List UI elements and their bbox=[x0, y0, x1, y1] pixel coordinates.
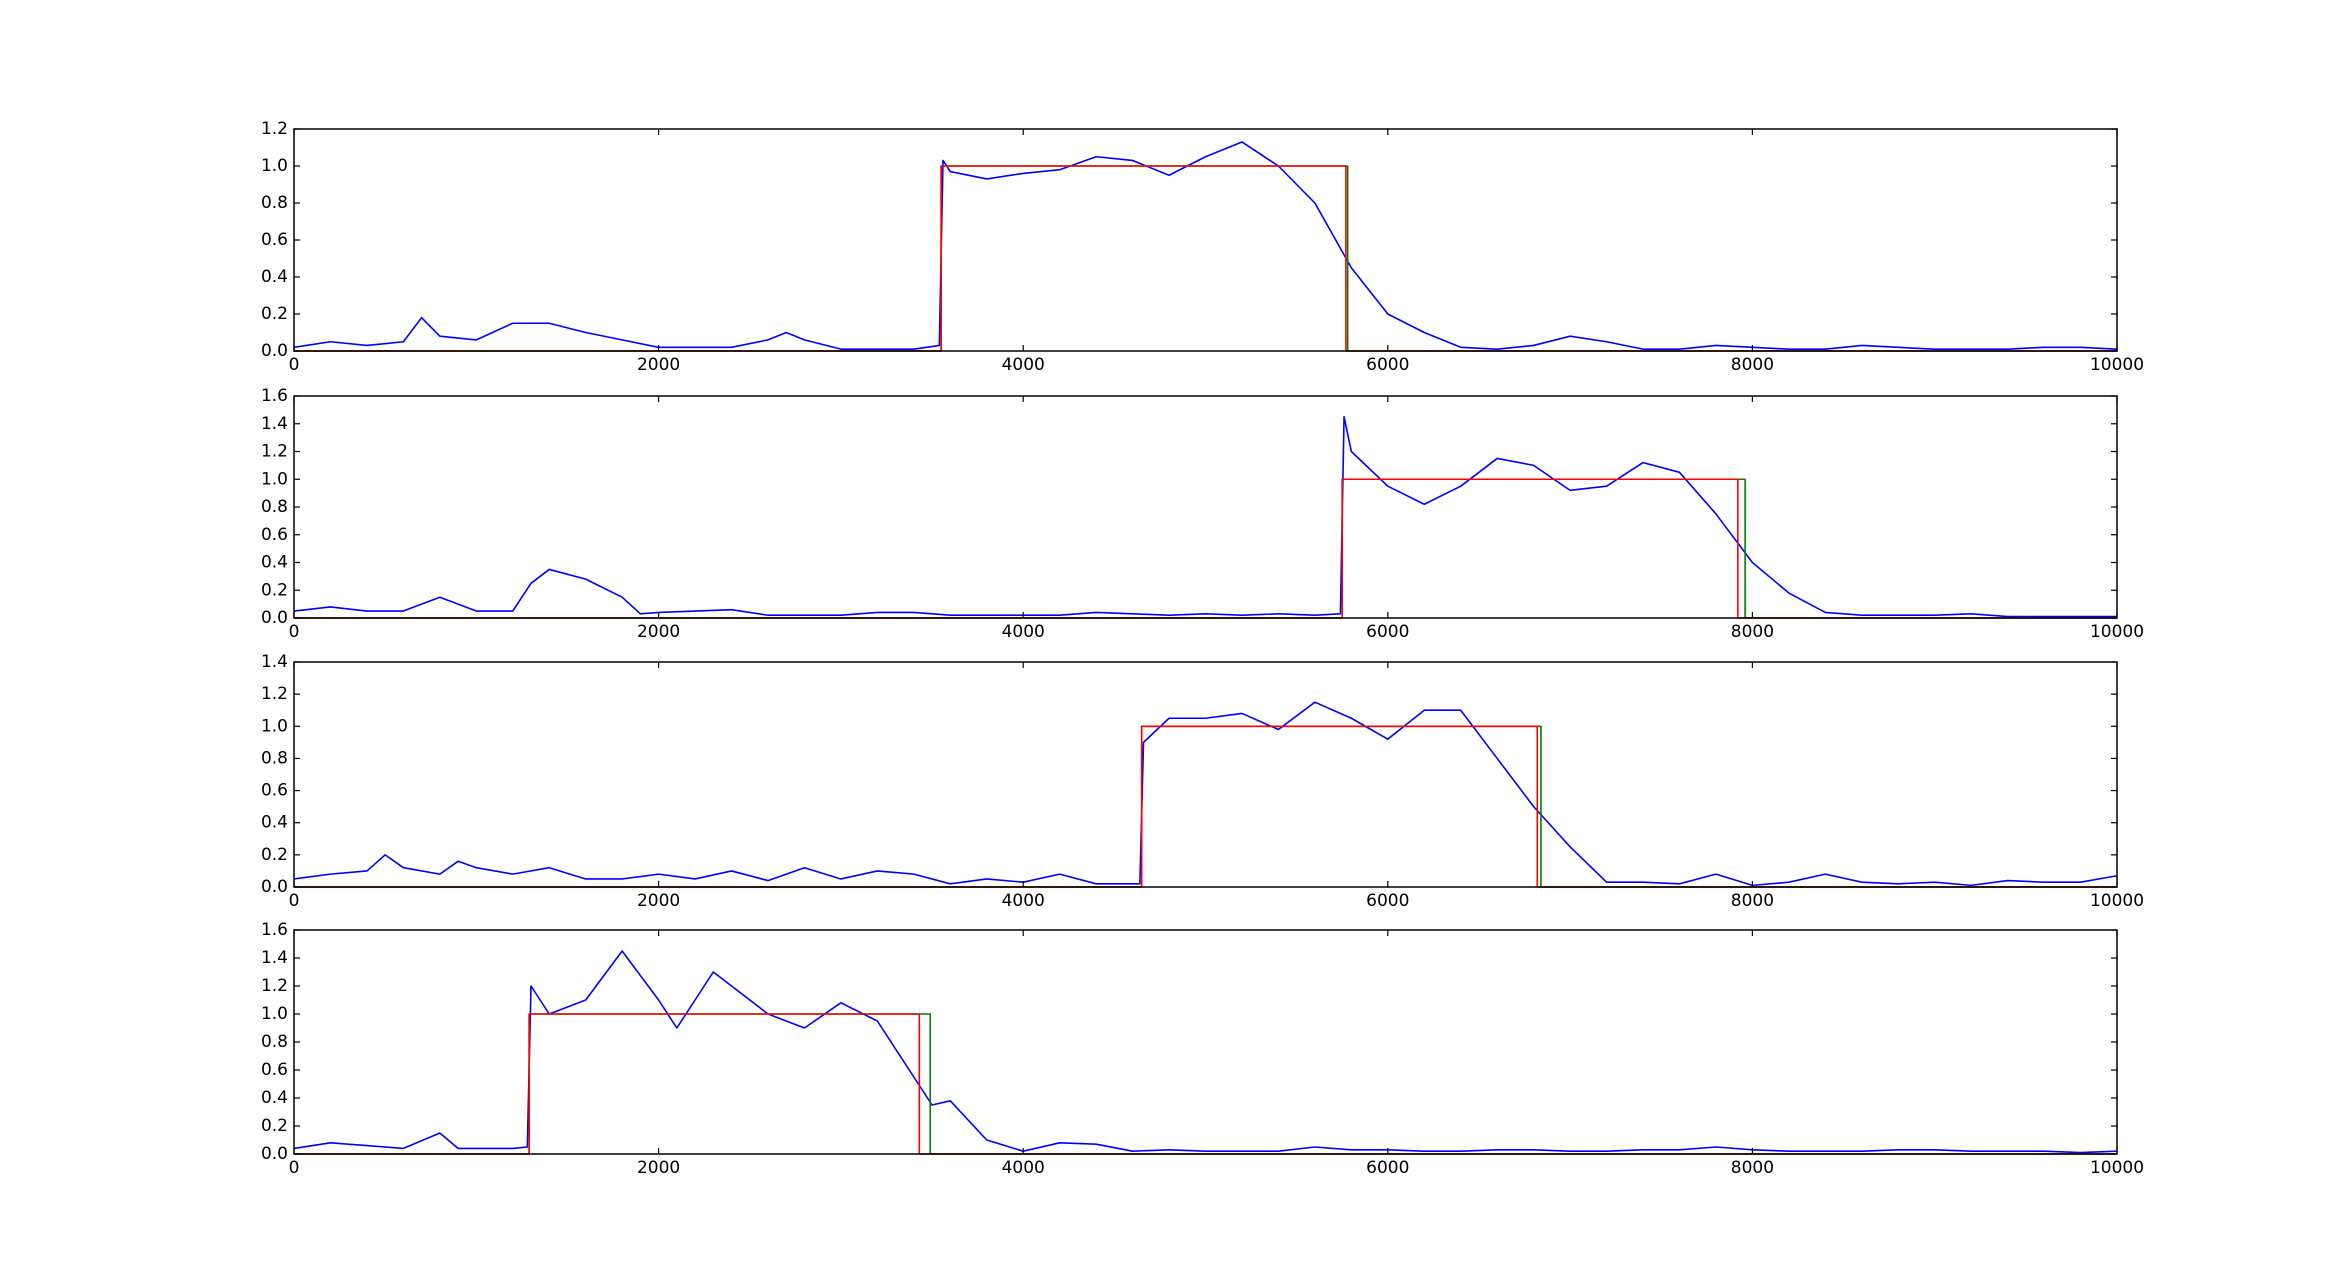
y-tick-label: 0.6 bbox=[261, 230, 288, 250]
y-tick-label: 1.4 bbox=[261, 414, 288, 434]
y-tick-label: 0.8 bbox=[261, 748, 288, 768]
y-tick-label: 1.2 bbox=[261, 684, 288, 704]
x-tick-label: 0 bbox=[289, 891, 300, 911]
y-tick-label: 0.8 bbox=[261, 193, 288, 213]
plot-frame bbox=[293, 395, 2118, 619]
y-tick-label: 0.0 bbox=[261, 877, 288, 897]
y-tick-label: 1.0 bbox=[261, 469, 288, 489]
y-tick-label: 1.4 bbox=[261, 652, 288, 672]
y-tick-label: 0.0 bbox=[261, 608, 288, 628]
subplot: 0.0 0.2 0.4 0.6 0.8 1.0 1.2 1.4 1.6 0 2000 4000 6000… bbox=[261, 386, 2144, 642]
x-tick-label: 10000 bbox=[2090, 1158, 2144, 1178]
x-tick-label: 8000 bbox=[1731, 891, 1774, 911]
series-line bbox=[293, 950, 2118, 1154]
subplot: 0.0 0.2 0.4 0.6 0.8 1.0 1.2 0 2000 4000 6000 8000 10… bbox=[261, 119, 2144, 375]
series-line bbox=[293, 141, 2118, 350]
series-line bbox=[294, 1013, 2117, 1155]
x-tick-label: 10000 bbox=[2090, 891, 2144, 911]
x-tick-label: 6000 bbox=[1366, 355, 1409, 375]
x-tick-label: 10000 bbox=[2090, 622, 2144, 642]
x-tick-label: 2000 bbox=[637, 1158, 680, 1178]
series-line bbox=[294, 725, 2117, 888]
x-tick-label: 0 bbox=[289, 355, 300, 375]
x-tick-label: 4000 bbox=[1002, 891, 1045, 911]
y-tick-label: 0.4 bbox=[261, 267, 288, 287]
x-tick-label: 8000 bbox=[1731, 355, 1774, 375]
x-tick-label: 6000 bbox=[1366, 1158, 1409, 1178]
x-tick-label: 2000 bbox=[637, 891, 680, 911]
x-tick-label: 0 bbox=[289, 1158, 300, 1178]
x-tick-label: 6000 bbox=[1366, 891, 1409, 911]
y-tick-label: 1.6 bbox=[261, 386, 288, 406]
x-tick-label: 2000 bbox=[637, 355, 680, 375]
y-tick-label: 1.2 bbox=[261, 976, 288, 996]
x-tick-label: 0 bbox=[289, 622, 300, 642]
y-tick-label: 1.2 bbox=[261, 442, 288, 462]
y-tick-label: 0.4 bbox=[261, 813, 288, 833]
x-tick-label: 4000 bbox=[1002, 622, 1045, 642]
series-line bbox=[294, 725, 2117, 888]
y-tick-label: 0.6 bbox=[261, 1060, 288, 1080]
y-tick-label: 0.2 bbox=[261, 1116, 288, 1136]
y-tick-label: 0.2 bbox=[261, 304, 288, 324]
x-tick-label: 4000 bbox=[1002, 355, 1045, 375]
plot-frame bbox=[293, 128, 2118, 352]
x-tick-label: 8000 bbox=[1731, 622, 1774, 642]
y-tick-label: 1.4 bbox=[261, 948, 288, 968]
y-tick-label: 0.0 bbox=[261, 1144, 288, 1164]
y-tick-label: 0.8 bbox=[261, 1032, 288, 1052]
series-line bbox=[294, 165, 2117, 352]
y-tick-label: 0.4 bbox=[261, 553, 288, 573]
plot-frame bbox=[293, 929, 2118, 1155]
series-line bbox=[294, 478, 2117, 619]
subplot: 0.0 0.2 0.4 0.6 0.8 1.0 1.2 1.4 1.6 0 2000 4000 6000… bbox=[261, 920, 2144, 1178]
y-tick-label: 1.6 bbox=[261, 920, 288, 940]
series-line bbox=[293, 416, 2117, 618]
y-tick-label: 1.2 bbox=[261, 119, 288, 139]
plot-frame bbox=[293, 661, 2118, 888]
y-tick-label: 1.0 bbox=[261, 716, 288, 736]
y-tick-label: 0.6 bbox=[261, 525, 288, 545]
x-tick-label: 4000 bbox=[1002, 1158, 1045, 1178]
series-line bbox=[294, 478, 2117, 619]
series-line bbox=[294, 165, 2117, 352]
x-tick-label: 6000 bbox=[1366, 622, 1409, 642]
y-tick-label: 1.0 bbox=[261, 156, 288, 176]
y-tick-label: 0.8 bbox=[261, 497, 288, 517]
y-tick-label: 0.4 bbox=[261, 1088, 288, 1108]
x-tick-label: 10000 bbox=[2090, 355, 2144, 375]
y-tick-label: 0.2 bbox=[261, 580, 288, 600]
y-tick-label: 1.0 bbox=[261, 1004, 288, 1024]
subplot: 0.0 0.2 0.4 0.6 0.8 1.0 1.2 1.4 0 2000 4000 6000 800… bbox=[261, 652, 2144, 911]
series-line bbox=[294, 1013, 2117, 1155]
series-line bbox=[293, 701, 2118, 887]
x-tick-label: 2000 bbox=[637, 622, 680, 642]
y-tick-label: 0.2 bbox=[261, 845, 288, 865]
x-tick-label: 8000 bbox=[1731, 1158, 1774, 1178]
y-tick-label: 0.0 bbox=[261, 341, 288, 361]
y-tick-label: 0.6 bbox=[261, 781, 288, 801]
